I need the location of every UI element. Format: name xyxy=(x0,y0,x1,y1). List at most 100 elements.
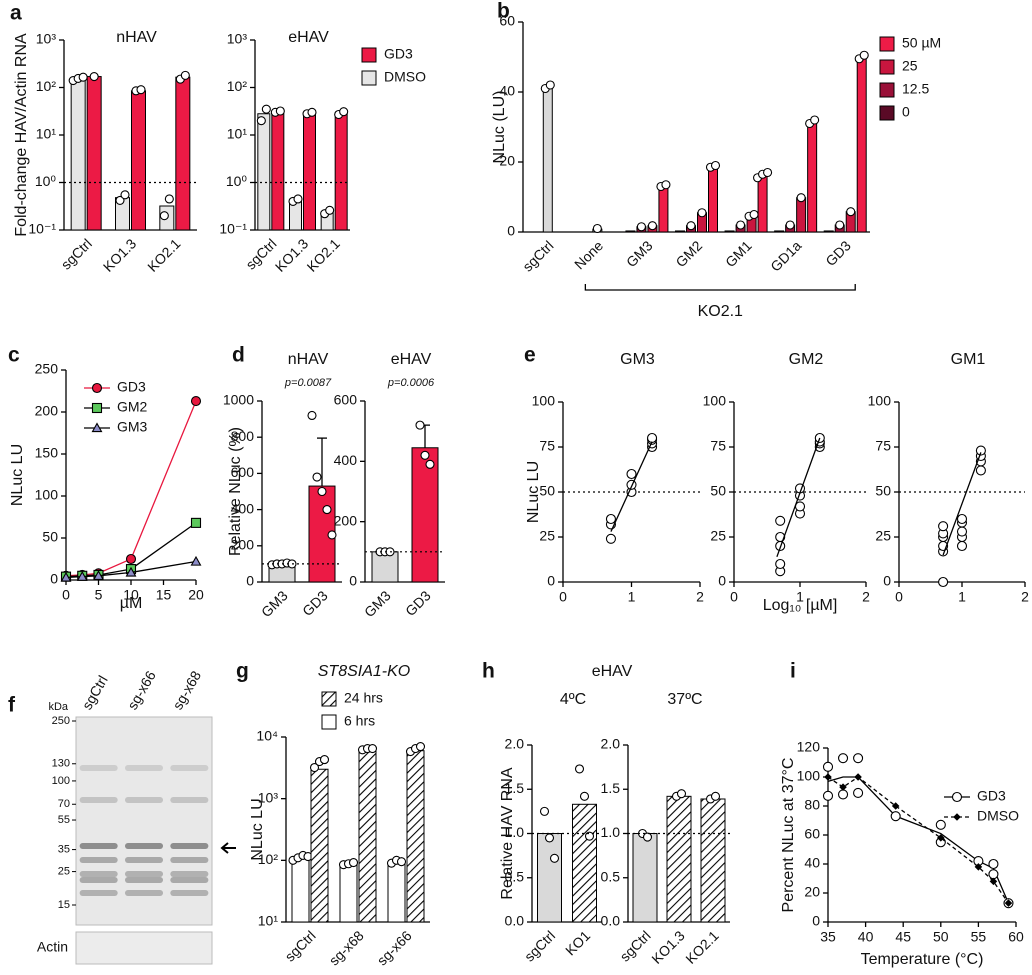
data-point xyxy=(544,833,555,843)
data-point xyxy=(309,762,320,773)
data-point xyxy=(824,773,832,781)
panel-letter: b xyxy=(497,0,510,23)
y-tick-label: 50 xyxy=(539,483,555,499)
legend-swatch xyxy=(879,105,895,121)
panel-letter: d xyxy=(232,344,245,367)
legend-swatch xyxy=(879,82,895,98)
x-tick-label: 2 xyxy=(862,589,870,605)
data-point xyxy=(647,221,657,231)
y-tick-label: 400 xyxy=(334,452,358,468)
data-point xyxy=(686,221,696,231)
y-tick-label: 200 xyxy=(35,403,59,419)
data-point xyxy=(749,209,759,220)
data-point xyxy=(605,513,617,525)
x-tick-label: sgCtrl xyxy=(282,927,319,964)
x-tick-label: sgCtrl xyxy=(521,927,558,964)
data-point xyxy=(763,167,773,178)
x-tick-label: 0 xyxy=(895,589,903,605)
data-point xyxy=(327,530,337,540)
data-point xyxy=(76,571,88,581)
legend-marker xyxy=(91,422,103,433)
data-point xyxy=(275,106,285,116)
blot-band xyxy=(124,857,164,863)
data-point xyxy=(846,207,856,217)
y-tick-label: 10² xyxy=(36,78,57,94)
x-tick-label: 1 xyxy=(958,589,966,605)
bar xyxy=(666,795,692,923)
legend-label: GM3 xyxy=(117,419,148,435)
data-point xyxy=(136,85,146,95)
blot-band xyxy=(79,857,118,863)
data-point xyxy=(822,761,834,772)
bar xyxy=(796,197,807,233)
x-tick-label: GM3 xyxy=(258,587,291,620)
x-tick-label: KO1.3 xyxy=(100,235,140,275)
marker-label: 55 xyxy=(58,814,70,826)
data-point xyxy=(956,513,968,525)
loading-label: Actin xyxy=(37,939,68,955)
legend-label: DMSO xyxy=(384,69,426,85)
data-point xyxy=(837,789,849,800)
bar xyxy=(406,750,425,923)
marker-label: 35 xyxy=(58,843,70,855)
data-point xyxy=(646,432,658,444)
data-point xyxy=(710,160,721,171)
data-point xyxy=(938,521,949,532)
fit-line xyxy=(776,437,821,558)
bar xyxy=(86,76,102,231)
data-point xyxy=(190,555,202,566)
data-point xyxy=(307,410,317,421)
x-tick-label: 2 xyxy=(696,589,704,605)
data-point xyxy=(697,208,707,218)
x-tick-label: 35 xyxy=(820,929,836,945)
actin-strip xyxy=(75,931,213,965)
y-tick-label: 120 xyxy=(797,739,821,755)
y-tick-label: 0 xyxy=(812,913,820,929)
marker-label: 100 xyxy=(52,775,70,787)
data-point xyxy=(93,570,104,580)
y-tick-label: 0 xyxy=(883,573,891,589)
data-point xyxy=(853,787,864,799)
y-tick-label: 10¹ xyxy=(258,913,279,929)
y-tick-label: 25 xyxy=(539,528,555,544)
x-tick-label: 10 xyxy=(123,587,139,603)
y-tick-label: 100 xyxy=(868,393,892,409)
lane-label: sg-x66 xyxy=(124,668,159,713)
y-tick-label: 1.0 xyxy=(601,824,621,840)
chart-subtitle: p=0.0087 xyxy=(284,377,332,389)
y-tick-label: 100 xyxy=(35,487,59,503)
data-point xyxy=(676,789,687,799)
y-tick-label: 10¹ xyxy=(36,126,57,142)
y-tick-label: 60 xyxy=(499,13,515,29)
y-tick-label: 1000 xyxy=(223,392,254,408)
legend-label: 12.5 xyxy=(902,81,929,97)
legend-label: 25 xyxy=(902,58,918,74)
data-point xyxy=(420,450,430,460)
y-tick-label: 10⁻¹ xyxy=(219,221,247,237)
y-tick-label: 0 xyxy=(246,573,254,589)
x-tick-label: 15 xyxy=(156,587,172,603)
bar xyxy=(303,113,316,231)
blot-band xyxy=(170,871,209,877)
legend-swatch xyxy=(361,70,377,86)
y-tick-label: 10³ xyxy=(258,789,279,805)
data-point xyxy=(319,755,330,765)
y-tick-label: 800 xyxy=(231,428,255,444)
x-tick-label: sgCtrl xyxy=(519,237,556,274)
y-tick-label: 10¹ xyxy=(227,126,248,142)
bar xyxy=(658,186,669,233)
y-tick-label: 10⁻¹ xyxy=(28,221,56,237)
bar xyxy=(175,76,191,231)
x-tick-label: KO2.1 xyxy=(304,235,344,275)
y-axis-label: Fold-change HAV/Actin RNA xyxy=(13,33,30,237)
data-point xyxy=(180,70,190,80)
y-axis-label: Relative NLuc (%) xyxy=(227,427,244,556)
data-point xyxy=(78,72,88,82)
marker-label: 70 xyxy=(58,798,70,810)
data-point xyxy=(835,220,845,230)
data-point xyxy=(322,505,332,515)
legend-label: 24 hrs xyxy=(344,690,383,706)
fit-line xyxy=(942,452,982,556)
y-tick-label: 0 xyxy=(718,573,726,589)
data-point xyxy=(339,107,349,117)
